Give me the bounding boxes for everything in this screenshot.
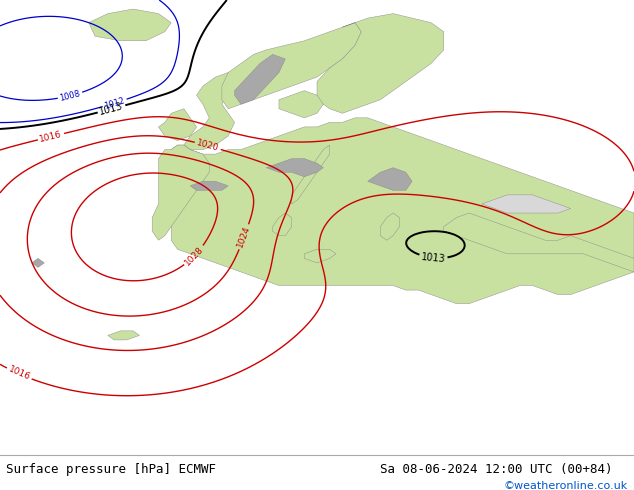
Polygon shape	[108, 331, 139, 340]
Text: 1008: 1008	[59, 89, 81, 102]
Text: 1016: 1016	[39, 129, 63, 144]
Polygon shape	[235, 54, 285, 104]
Polygon shape	[304, 249, 336, 263]
Polygon shape	[444, 213, 634, 272]
Polygon shape	[279, 91, 323, 118]
Text: ©weatheronline.co.uk: ©weatheronline.co.uk	[503, 481, 628, 490]
Polygon shape	[317, 14, 444, 113]
Polygon shape	[190, 181, 228, 190]
Polygon shape	[32, 258, 44, 268]
Polygon shape	[171, 118, 634, 304]
Text: 1020: 1020	[195, 138, 220, 153]
Polygon shape	[152, 145, 209, 240]
Text: 1013: 1013	[98, 101, 125, 117]
Polygon shape	[368, 168, 412, 190]
Polygon shape	[482, 195, 571, 213]
Text: 1013: 1013	[420, 251, 446, 264]
Polygon shape	[266, 159, 323, 177]
Polygon shape	[222, 23, 361, 109]
Text: Sa 08-06-2024 12:00 UTC (00+84): Sa 08-06-2024 12:00 UTC (00+84)	[380, 463, 613, 476]
Polygon shape	[273, 213, 292, 236]
Polygon shape	[158, 109, 197, 141]
Text: 1012: 1012	[103, 96, 126, 110]
Polygon shape	[184, 73, 235, 149]
Text: Surface pressure [hPa] ECMWF: Surface pressure [hPa] ECMWF	[6, 463, 216, 476]
Text: 1016: 1016	[7, 365, 32, 383]
Polygon shape	[380, 213, 399, 240]
Text: 1024: 1024	[236, 224, 252, 249]
Polygon shape	[292, 145, 330, 204]
Text: 1028: 1028	[183, 245, 205, 267]
Polygon shape	[89, 9, 171, 41]
